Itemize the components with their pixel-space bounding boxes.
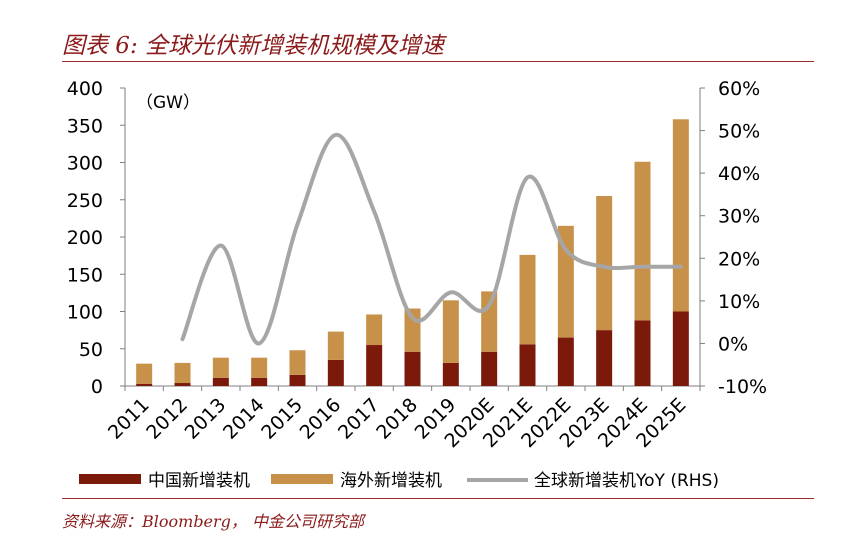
bar-china — [174, 383, 191, 386]
y-left-tick-label: 200 — [67, 227, 103, 249]
bar-overseas — [596, 196, 613, 331]
bar-china — [289, 374, 306, 386]
chart-title: 图表 6: 全球光伏新增装机规模及增速 — [62, 33, 445, 59]
x-tick-label: 2014 — [219, 394, 269, 444]
x-tick-label: 2015 — [257, 394, 307, 444]
y-right-tick-label: 40% — [718, 163, 760, 185]
bar-overseas — [519, 254, 536, 345]
bar-overseas — [251, 357, 268, 378]
legend-swatch-overseas — [271, 474, 333, 484]
y-right-tick-label: 20% — [718, 248, 760, 270]
legend-swatch-china — [79, 474, 141, 484]
y-left-tick-label: 50 — [79, 339, 103, 361]
bar-china — [596, 330, 613, 386]
bar-china — [557, 337, 574, 386]
bar-china — [212, 377, 229, 386]
x-tick-label: 2011 — [104, 394, 154, 444]
bar-overseas — [174, 362, 191, 384]
bar-china — [404, 351, 421, 386]
y-left-tick-label: 150 — [67, 264, 103, 286]
bar-overseas — [327, 331, 344, 360]
bar-overseas — [442, 300, 459, 363]
x-tick-label: 2012 — [142, 394, 192, 444]
y-right-tick-label: 30% — [718, 206, 760, 228]
y-right-tick-label: 10% — [718, 291, 760, 313]
bar-china — [442, 362, 459, 386]
legend-label-overseas: 海外新增装机 — [340, 471, 442, 491]
y-right-tick-label: -10% — [718, 376, 767, 398]
bar-china — [327, 359, 344, 386]
source-rule — [62, 498, 814, 499]
yoy-line — [180, 132, 683, 346]
y-right-tick-label: 0% — [718, 333, 748, 355]
bar-overseas — [634, 161, 651, 321]
y-left-tick-label: 250 — [67, 190, 103, 212]
y-right-tick-label: 60% — [718, 78, 760, 100]
y-left-tick-label: 350 — [67, 115, 103, 137]
bar-overseas — [481, 291, 498, 352]
x-tick-label: 2017 — [334, 394, 384, 444]
bar-china — [366, 345, 383, 386]
bar-china — [672, 311, 689, 386]
legend-label-china: 中国新增装机 — [148, 471, 250, 491]
bar-china — [481, 351, 498, 386]
bar-china — [136, 383, 153, 386]
bar-overseas — [136, 363, 153, 384]
y-left-tick-label: 100 — [67, 302, 103, 324]
legend-label-yoy: 全球新增装机YoY (RHS) — [534, 471, 719, 491]
y-left-tick-label: 400 — [67, 78, 103, 100]
bar-china — [634, 320, 651, 386]
bar-china — [251, 377, 268, 386]
y-left-tick-label: 0 — [91, 376, 103, 398]
x-tick-label: 2018 — [372, 394, 422, 444]
x-tick-label: 2013 — [181, 394, 231, 444]
unit-label: （GW） — [136, 93, 200, 113]
chart-source: 资料来源：Bloomberg， 中金公司研究部 — [62, 512, 365, 531]
bar-china — [519, 344, 536, 386]
bar-overseas — [289, 350, 306, 375]
x-tick-label: 2016 — [296, 394, 346, 444]
bar-overseas — [212, 357, 229, 378]
y-right-tick-label: 50% — [718, 121, 760, 143]
y-left-tick-label: 300 — [67, 153, 103, 175]
bar-overseas — [366, 314, 383, 346]
title-rule — [62, 61, 814, 62]
bar-overseas — [672, 119, 689, 312]
